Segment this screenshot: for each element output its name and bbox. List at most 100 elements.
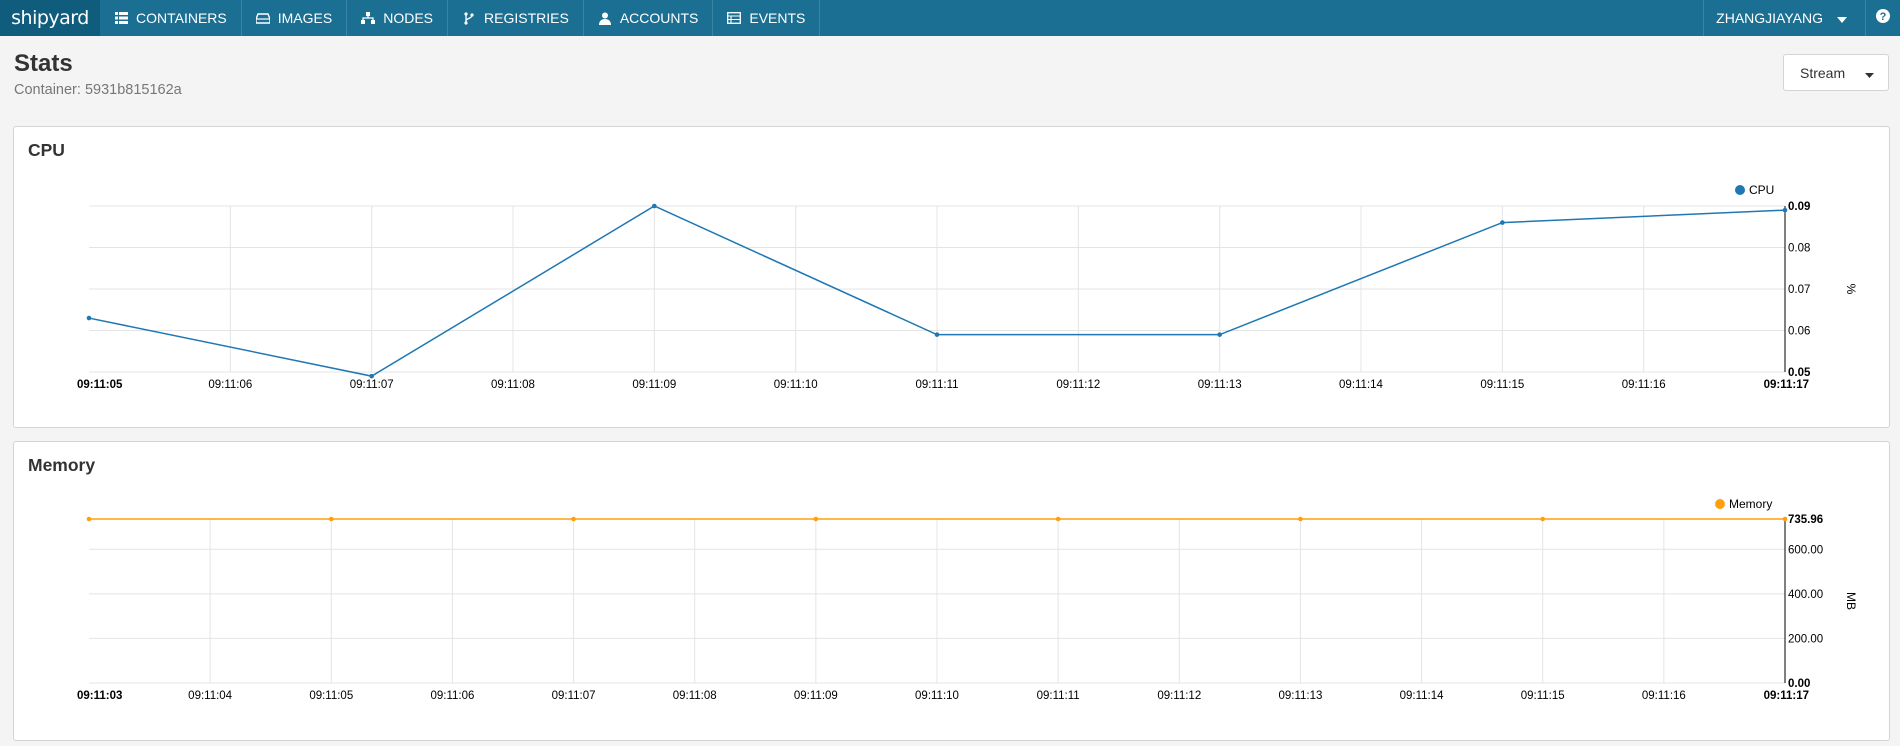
x-tick-label: 09:11:15 [1480,379,1524,391]
y-tick-label: 0.08 [1788,243,1810,255]
x-tick-label: 09:11:12 [1056,379,1100,391]
grid-icon [114,11,128,25]
username: ZHANGJIAYANG [1716,10,1823,26]
caret-down-icon [1837,10,1847,26]
y-tick-label: 400.00 [1788,589,1823,601]
data-point [1217,332,1222,337]
data-point [652,203,657,209]
y-tick-label: 735.96 [1788,514,1823,526]
question-icon: ? [1876,8,1890,28]
help-button[interactable]: ? [1866,0,1900,36]
legend-label: CPU [1749,183,1774,197]
memory-panel: Memory 735.96 600.00 400.00 200.00 0.00 09:11… [13,441,1890,741]
nav-right: ZHANGJIAYANG ? [1703,0,1900,36]
page-title: Stats [14,50,73,77]
y-tick-label: 200.00 [1788,633,1823,645]
y-axis-unit-label: MB [1844,592,1858,610]
x-tick-label: 09:11:17 [1764,379,1809,391]
x-tick-label: 09:11:10 [774,379,818,391]
data-point [1782,207,1788,213]
x-tick-label: 09:11:05 [309,690,353,702]
main-nav: CONTAINERS IMAGES NODES REGISTRIES ACCOU… [100,0,821,36]
nav-images[interactable]: IMAGES [242,0,348,36]
memory-chart: 735.96 600.00 400.00 200.00 0.00 09:11:03 09:1… [77,497,1858,702]
y-tick-label: 0.07 [1788,284,1810,296]
y-tick-label: 0.00 [1788,678,1810,690]
container-id: 5931b815162a [84,82,182,98]
x-tick-label: 09:11:08 [491,379,535,391]
sitemap-icon [361,11,376,25]
x-tick-label: 09:11:11 [915,379,958,391]
data-point [1298,516,1303,522]
nav-accounts[interactable]: ACCOUNTS [584,0,714,36]
x-tick-label: 09:11:09 [632,379,676,391]
x-tick-label: 09:11:13 [1198,379,1242,391]
legend-label: Memory [1729,497,1772,511]
x-tick-label: 09:11:14 [1339,379,1384,391]
nav-nodes-label: NODES [383,10,434,26]
nav-registries-label: REGISTRIES [484,10,569,26]
caret-down-icon [1865,65,1874,81]
x-tick-label: 09:11:07 [552,690,596,702]
list-icon [727,11,742,25]
x-tick-label: 09:11:07 [350,379,394,391]
shipyard-logo[interactable]: shipyard [0,0,100,36]
nav-registries[interactable]: REGISTRIES [448,0,584,36]
x-tick-label: 09:11:16 [1642,690,1686,702]
data-point [1055,516,1061,522]
nav-nodes[interactable]: NODES [347,0,449,36]
data-point [328,516,334,522]
y-tick-label: 0.05 [1788,367,1811,379]
x-tick-label: 09:11:13 [1278,690,1322,702]
data-point [934,332,940,337]
x-tick-label: 09:11:09 [794,690,838,702]
nav-images-label: IMAGES [277,10,333,26]
nav-containers-label: CONTAINERS [136,10,227,26]
data-point [1540,516,1546,522]
x-tick-label: 09:11:15 [1521,690,1565,702]
y-tick-label: 0.06 [1788,326,1810,338]
legend-marker [1715,499,1725,509]
data-point [813,516,819,522]
cpu-panel: CPU 0.09 0.08 0.07 0.06 0.05 09:11:05 09:11:06… [13,126,1890,428]
x-tick-label: 09:11:17 [1764,690,1809,702]
container-subtitle: Container: 5931b815162a [14,82,182,98]
user-icon [598,11,612,25]
x-tick-label: 09:11:04 [188,690,233,702]
nav-events[interactable]: EVENTS [713,0,821,36]
y-tick-label: 0.09 [1788,201,1810,213]
cpu-panel-title: CPU [28,140,65,160]
user-menu[interactable]: ZHANGJIAYANG [1703,0,1866,36]
data-point [1500,220,1505,225]
x-tick-label: 09:11:03 [77,690,122,702]
x-tick-label: 09:11:10 [915,690,959,702]
data-point [1782,516,1788,522]
disk-icon [255,11,270,25]
stream-mode-label: Stream [1800,64,1846,81]
data-point [571,516,576,522]
data-point [369,373,374,379]
x-tick-label: 09:11:06 [430,690,474,702]
x-tick-label: 09:11:14 [1400,690,1445,702]
nav-accounts-label: ACCOUNTS [619,10,699,26]
y-axis-unit-label: % [1844,284,1858,295]
top-navbar: shipyard CONTAINERS IMAGES NODES REGISTR… [0,0,1900,36]
memory-panel-title: Memory [28,455,96,475]
container-label: Container: [14,82,81,98]
fork-icon [462,11,476,25]
x-tick-label: 09:11:06 [208,379,252,391]
x-tick-label: 09:11:11 [1037,690,1080,702]
stream-mode-dropdown[interactable]: Stream [1783,54,1889,91]
data-point [86,315,92,321]
x-tick-label: 09:11:16 [1622,379,1666,391]
x-tick-label: 09:11:12 [1157,690,1201,702]
x-tick-label: 09:11:05 [77,379,123,391]
legend-marker [1735,185,1745,195]
data-point [86,516,92,522]
x-tick-label: 09:11:08 [673,690,717,702]
svg-text:?: ? [1880,11,1887,23]
y-tick-label: 600.00 [1788,544,1823,556]
nav-events-label: EVENTS [749,10,806,26]
nav-containers[interactable]: CONTAINERS [100,0,242,36]
cpu-chart: 0.09 0.08 0.07 0.06 0.05 09:11:05 09:11:06 09:1… [77,183,1858,391]
